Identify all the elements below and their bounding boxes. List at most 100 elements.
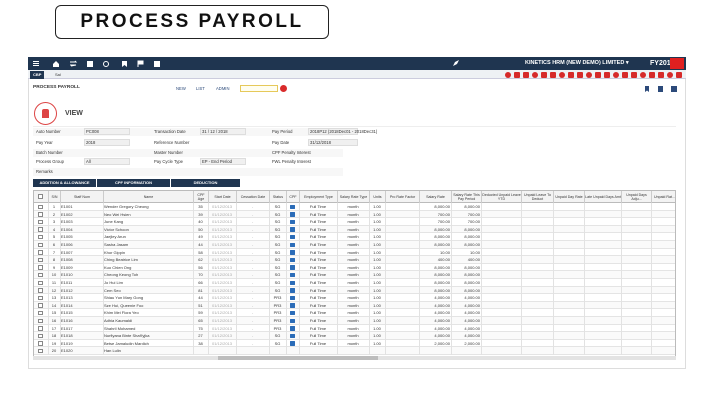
- column-header[interactable]: Salary Rate Type: [337, 191, 369, 203]
- cpf-checkbox[interactable]: [290, 272, 295, 278]
- bookmark-icon[interactable]: [122, 61, 127, 67]
- row-checkbox[interactable]: [38, 303, 43, 308]
- transfer-icon[interactable]: [70, 60, 78, 67]
- cpf-checkbox[interactable]: [290, 303, 295, 308]
- cpf-checkbox[interactable]: [290, 234, 295, 240]
- cpf-checkbox[interactable]: [290, 227, 295, 232]
- row-checkbox[interactable]: [38, 295, 43, 301]
- fiscal-year[interactable]: FY2018 ▾: [650, 60, 680, 67]
- logout-button[interactable]: [670, 58, 684, 69]
- row-checkbox[interactable]: [38, 227, 43, 232]
- cpf-checkbox[interactable]: [290, 212, 295, 217]
- row-checkbox[interactable]: [38, 318, 43, 323]
- field-input[interactable]: [84, 139, 130, 146]
- user-icon[interactable]: [658, 86, 663, 92]
- column-header[interactable]: Late Unpaid Days Amt: [584, 191, 621, 203]
- row-checkbox[interactable]: [38, 242, 43, 247]
- column-header[interactable]: S/N: [48, 191, 60, 203]
- toolbar-icon[interactable]: [586, 72, 592, 78]
- toolbar-icon[interactable]: [514, 72, 520, 78]
- row-checkbox[interactable]: [38, 219, 43, 225]
- row-checkbox[interactable]: [38, 326, 43, 331]
- cpf-checkbox[interactable]: [290, 318, 295, 323]
- row-checkbox[interactable]: [38, 280, 43, 285]
- row-checkbox[interactable]: [38, 212, 43, 217]
- row-checkbox[interactable]: [38, 204, 43, 209]
- tab[interactable]: Sal: [55, 72, 61, 77]
- cpf-checkbox[interactable]: [290, 310, 295, 316]
- row-checkbox[interactable]: [38, 272, 43, 278]
- column-header[interactable]: Salary Rate This Pay Period: [451, 191, 481, 203]
- column-header[interactable]: Unpaid Day Rate: [553, 191, 584, 203]
- column-header[interactable]: Cessation Date: [236, 191, 269, 203]
- row-checkbox[interactable]: [38, 265, 43, 270]
- column-header[interactable]: Units: [369, 191, 385, 203]
- row-checkbox[interactable]: [38, 348, 43, 354]
- toolbar-icon[interactable]: [595, 72, 601, 78]
- row-checkbox[interactable]: [38, 333, 43, 339]
- field-input[interactable]: [308, 128, 358, 135]
- cpf-checkbox[interactable]: [290, 326, 295, 331]
- field-input[interactable]: [84, 128, 130, 135]
- grid-icon[interactable]: [154, 61, 160, 67]
- cpf-checkbox[interactable]: [290, 219, 295, 225]
- toolbar-icon[interactable]: [550, 72, 556, 78]
- link-icon[interactable]: [103, 61, 109, 67]
- toolbar-action[interactable]: LIST: [196, 86, 205, 91]
- row-checkbox[interactable]: [38, 250, 43, 255]
- toolbar-icon[interactable]: [649, 72, 655, 78]
- toolbar-action[interactable]: ADMIN: [216, 86, 230, 91]
- toolbar-icon[interactable]: [631, 72, 637, 78]
- field-input[interactable]: [84, 158, 130, 165]
- column-header[interactable]: Pro Rate Factor: [385, 191, 419, 203]
- cpf-checkbox[interactable]: [290, 265, 295, 270]
- column-header[interactable]: Unpaid Rat...: [651, 191, 677, 203]
- row-checkbox[interactable]: [38, 234, 43, 240]
- column-header[interactable]: Unpaid Leave To Deduct: [521, 191, 553, 203]
- nav-icon-group[interactable]: [33, 60, 160, 67]
- cpf-checkbox[interactable]: [290, 280, 295, 285]
- toolbar-icon[interactable]: [604, 72, 610, 78]
- column-header[interactable]: Deducted Unpaid Leave YTD: [481, 191, 521, 203]
- toolbar-icon[interactable]: [640, 72, 646, 78]
- field-input[interactable]: [200, 128, 246, 135]
- field-input[interactable]: [200, 158, 246, 165]
- toolbar-action[interactable]: NEW: [176, 86, 186, 91]
- rocket-icon[interactable]: [452, 59, 460, 67]
- search-go[interactable]: [280, 85, 287, 92]
- bookmark-icon[interactable]: [645, 86, 649, 92]
- cpf-checkbox[interactable]: [290, 341, 295, 346]
- row-checkbox[interactable]: [38, 288, 43, 293]
- toolbar-icon[interactable]: [559, 72, 565, 78]
- column-header[interactable]: CPF: [286, 191, 299, 203]
- column-header[interactable]: Employment Type: [299, 191, 337, 203]
- map-icon[interactable]: [87, 61, 93, 67]
- toolbar-icon[interactable]: [523, 72, 529, 78]
- column-header[interactable]: Unpaid Days Adju...: [621, 191, 651, 203]
- company-name[interactable]: KINETICS HRM (NEW DEMO) LIMITED ▾: [525, 60, 629, 66]
- toolbar-icon[interactable]: [622, 72, 628, 78]
- cpf-checkbox[interactable]: [290, 288, 295, 293]
- toolbar-icon[interactable]: [667, 72, 673, 78]
- cpf-checkbox[interactable]: [290, 204, 295, 209]
- table-tab[interactable]: ADDITION & ALLOWANCE: [33, 179, 97, 187]
- toolbar-icon[interactable]: [658, 72, 664, 78]
- toolbar-icon[interactable]: [541, 72, 547, 78]
- flag-icon[interactable]: [137, 60, 144, 67]
- toolbar-icon[interactable]: [577, 72, 583, 78]
- cpf-checkbox[interactable]: [290, 242, 295, 247]
- toolbar-icon[interactable]: [532, 72, 538, 78]
- column-header[interactable]: Name: [103, 191, 193, 203]
- column-header[interactable]: Salary Rate: [419, 191, 451, 203]
- column-header[interactable]: Status: [269, 191, 286, 203]
- field-input[interactable]: [308, 139, 358, 146]
- bank-icon[interactable]: [671, 86, 677, 92]
- cpf-checkbox[interactable]: [290, 257, 295, 263]
- row-checkbox[interactable]: [38, 257, 43, 263]
- scroll-thumb[interactable]: [218, 356, 378, 360]
- toolbar-icon[interactable]: [676, 72, 682, 78]
- column-header[interactable]: Start Date: [208, 191, 236, 203]
- cpf-checkbox[interactable]: [290, 250, 295, 255]
- home-icon[interactable]: [53, 61, 59, 67]
- row-checkbox[interactable]: [38, 310, 43, 316]
